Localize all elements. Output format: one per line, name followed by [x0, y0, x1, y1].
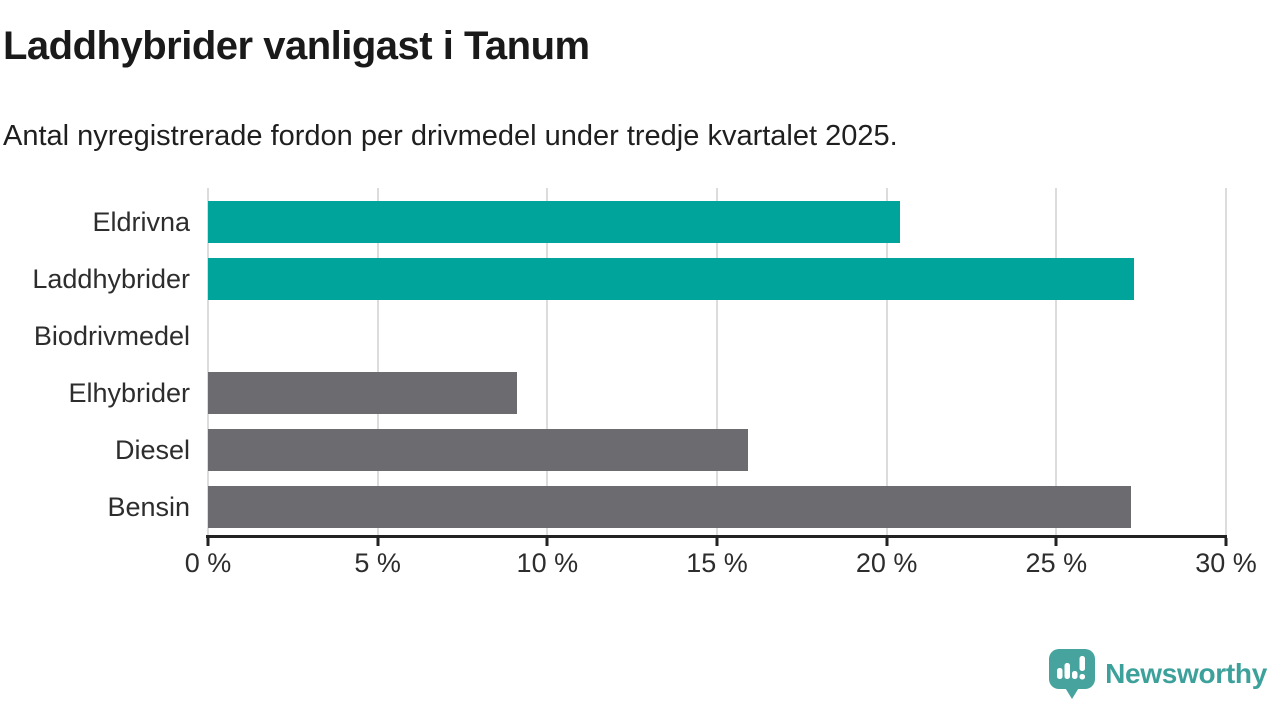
- bar-row: Bensin: [0, 479, 1226, 536]
- category-label: Diesel: [114, 435, 190, 465]
- axis-tick-label: 15 %: [686, 548, 748, 578]
- bar-eldrivna: [208, 201, 901, 243]
- bar-track: [208, 308, 1226, 365]
- bar-row: Elhybrider: [0, 365, 1226, 422]
- gridline: [1055, 188, 1058, 535]
- category-label: Eldrivna: [92, 207, 190, 237]
- bar-elhybrider: [208, 372, 517, 414]
- newsworthy-logo-icon: [1049, 649, 1096, 699]
- bar-track: [208, 251, 1226, 308]
- category-label: Bensin: [107, 492, 190, 522]
- axis-tick-label: 5 %: [354, 548, 401, 578]
- axis-tick: [1054, 538, 1058, 546]
- axis-tick-label: 20 %: [855, 548, 918, 578]
- x-axis-line: [206, 535, 1227, 538]
- bar-track: [208, 365, 1226, 422]
- axis-tick: [206, 538, 210, 546]
- axis-tick: [885, 538, 889, 546]
- bar-rows: Eldrivna Laddhybrider Biodrivmedel Elhybrid…: [0, 194, 1226, 536]
- category-label: Elhybrider: [68, 378, 190, 408]
- gridlines-layer: [207, 188, 1227, 535]
- newsworthy-logo-text: Newsworthy: [1105, 658, 1267, 689]
- bar-track: [208, 422, 1226, 479]
- gridline: [1225, 188, 1227, 535]
- bar-laddhybrider: [208, 258, 1135, 300]
- bar-row: Diesel: [0, 422, 1226, 479]
- gridline: [546, 188, 549, 535]
- axis-tick-label: 0 %: [184, 548, 232, 578]
- chart-title: Laddhybrider vanligast i Tanum: [3, 24, 590, 68]
- category-label: Biodrivmedel: [33, 321, 190, 351]
- bar-track: [208, 479, 1226, 536]
- axis-tick: [1224, 538, 1228, 546]
- axis-tick-label: 10 %: [516, 548, 579, 578]
- axis-tick: [545, 538, 549, 546]
- bar-bensin: [208, 486, 1131, 528]
- bar-diesel: [208, 429, 748, 471]
- gridline: [376, 188, 379, 535]
- axis-tick: [715, 538, 719, 546]
- chart-subtitle: Antal nyregistrerade fordon per drivmede…: [3, 120, 898, 152]
- gridline: [716, 188, 718, 535]
- axis-tick: [376, 538, 380, 546]
- axis-tick-label: 25 %: [1025, 548, 1088, 578]
- newsworthy-logo: Newsworthy: [1048, 648, 1267, 700]
- bar-row: Biodrivmedel: [0, 308, 1226, 365]
- bar-row: Laddhybrider: [0, 251, 1226, 308]
- gridline: [207, 188, 209, 535]
- bar-chart-plot: Eldrivna Laddhybrider Biodrivmedel Elhybrid…: [0, 188, 1280, 578]
- category-label: Laddhybrider: [32, 264, 190, 294]
- gridline: [885, 188, 888, 535]
- bar-row: Eldrivna: [0, 194, 1226, 251]
- bar-track: [208, 194, 1226, 251]
- axis-tick-label: 30 %: [1195, 548, 1257, 578]
